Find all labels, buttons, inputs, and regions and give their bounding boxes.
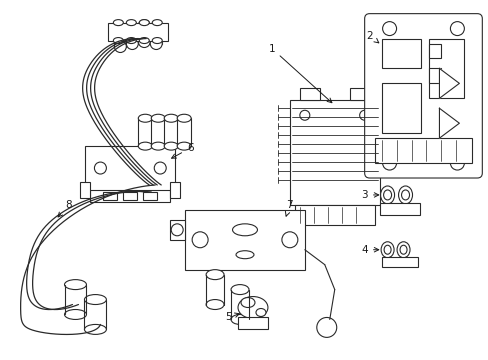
- Ellipse shape: [177, 142, 191, 150]
- FancyBboxPatch shape: [364, 14, 481, 178]
- Bar: [177, 118, 191, 146]
- Bar: [164, 118, 178, 146]
- Ellipse shape: [399, 245, 406, 254]
- Polygon shape: [439, 108, 458, 138]
- Ellipse shape: [236, 251, 253, 259]
- Polygon shape: [439, 68, 458, 98]
- Ellipse shape: [232, 224, 257, 236]
- Bar: [85, 146, 175, 191]
- Circle shape: [126, 22, 138, 33]
- Ellipse shape: [396, 242, 409, 258]
- Bar: [289, 100, 379, 205]
- Ellipse shape: [205, 300, 224, 310]
- Bar: [381, 257, 417, 267]
- Circle shape: [154, 162, 166, 174]
- Text: 6: 6: [171, 143, 193, 158]
- Ellipse shape: [113, 20, 123, 26]
- Ellipse shape: [139, 20, 149, 26]
- Bar: [185, 210, 304, 270]
- Bar: [238, 318, 267, 329]
- Ellipse shape: [401, 190, 408, 200]
- Text: 4: 4: [361, 245, 378, 255]
- Circle shape: [382, 22, 396, 36]
- Bar: [81, 182, 90, 198]
- Bar: [114, 31, 126, 46]
- Circle shape: [114, 24, 126, 37]
- Ellipse shape: [152, 20, 162, 26]
- Bar: [170, 182, 180, 198]
- Ellipse shape: [126, 37, 136, 44]
- Bar: [150, 28, 162, 44]
- Bar: [299, 88, 319, 100]
- Bar: [151, 118, 165, 146]
- Circle shape: [359, 110, 369, 120]
- Bar: [381, 39, 421, 68]
- Text: 1: 1: [268, 44, 331, 103]
- Bar: [126, 28, 138, 44]
- Ellipse shape: [139, 37, 149, 44]
- Text: 3: 3: [361, 190, 378, 200]
- Circle shape: [449, 156, 464, 170]
- Ellipse shape: [84, 324, 106, 334]
- Ellipse shape: [138, 114, 152, 122]
- Circle shape: [449, 22, 464, 36]
- Ellipse shape: [205, 270, 224, 280]
- Circle shape: [316, 318, 336, 337]
- Ellipse shape: [164, 142, 178, 150]
- Circle shape: [126, 37, 138, 50]
- Text: 5: 5: [224, 312, 239, 323]
- Circle shape: [94, 162, 106, 174]
- Bar: [428, 44, 441, 58]
- Bar: [143, 192, 157, 200]
- Ellipse shape: [383, 190, 391, 200]
- Bar: [349, 88, 369, 100]
- Bar: [138, 118, 152, 146]
- Circle shape: [114, 41, 126, 53]
- Bar: [123, 192, 137, 200]
- Circle shape: [150, 22, 162, 33]
- Bar: [138, 26, 150, 41]
- Ellipse shape: [152, 37, 162, 44]
- Circle shape: [138, 20, 150, 32]
- Circle shape: [150, 37, 162, 50]
- Text: 7: 7: [285, 200, 293, 216]
- Ellipse shape: [64, 310, 86, 319]
- Bar: [294, 205, 374, 225]
- Ellipse shape: [151, 142, 165, 150]
- Circle shape: [138, 36, 150, 48]
- Circle shape: [281, 232, 297, 248]
- Circle shape: [299, 110, 309, 120]
- Bar: [103, 192, 117, 200]
- Ellipse shape: [64, 280, 86, 289]
- Circle shape: [171, 224, 183, 236]
- Bar: [428, 68, 441, 84]
- Ellipse shape: [255, 309, 265, 316]
- Bar: [374, 138, 471, 163]
- Ellipse shape: [126, 20, 136, 26]
- Text: 8: 8: [58, 200, 72, 217]
- Bar: [379, 203, 419, 215]
- Ellipse shape: [380, 186, 394, 204]
- Ellipse shape: [230, 285, 248, 294]
- Bar: [428, 39, 464, 98]
- Ellipse shape: [151, 114, 165, 122]
- Ellipse shape: [177, 114, 191, 122]
- Bar: [170, 220, 185, 240]
- Ellipse shape: [113, 37, 123, 44]
- Ellipse shape: [230, 315, 248, 324]
- Ellipse shape: [164, 114, 178, 122]
- Ellipse shape: [383, 245, 390, 254]
- Bar: [381, 84, 421, 133]
- Ellipse shape: [238, 297, 267, 319]
- Circle shape: [382, 156, 396, 170]
- Bar: [90, 190, 170, 202]
- Ellipse shape: [380, 242, 393, 258]
- Ellipse shape: [241, 298, 254, 307]
- Text: 2: 2: [366, 31, 378, 43]
- Bar: [108, 23, 168, 41]
- Ellipse shape: [398, 186, 412, 204]
- Ellipse shape: [84, 294, 106, 305]
- Ellipse shape: [138, 142, 152, 150]
- Circle shape: [192, 232, 208, 248]
